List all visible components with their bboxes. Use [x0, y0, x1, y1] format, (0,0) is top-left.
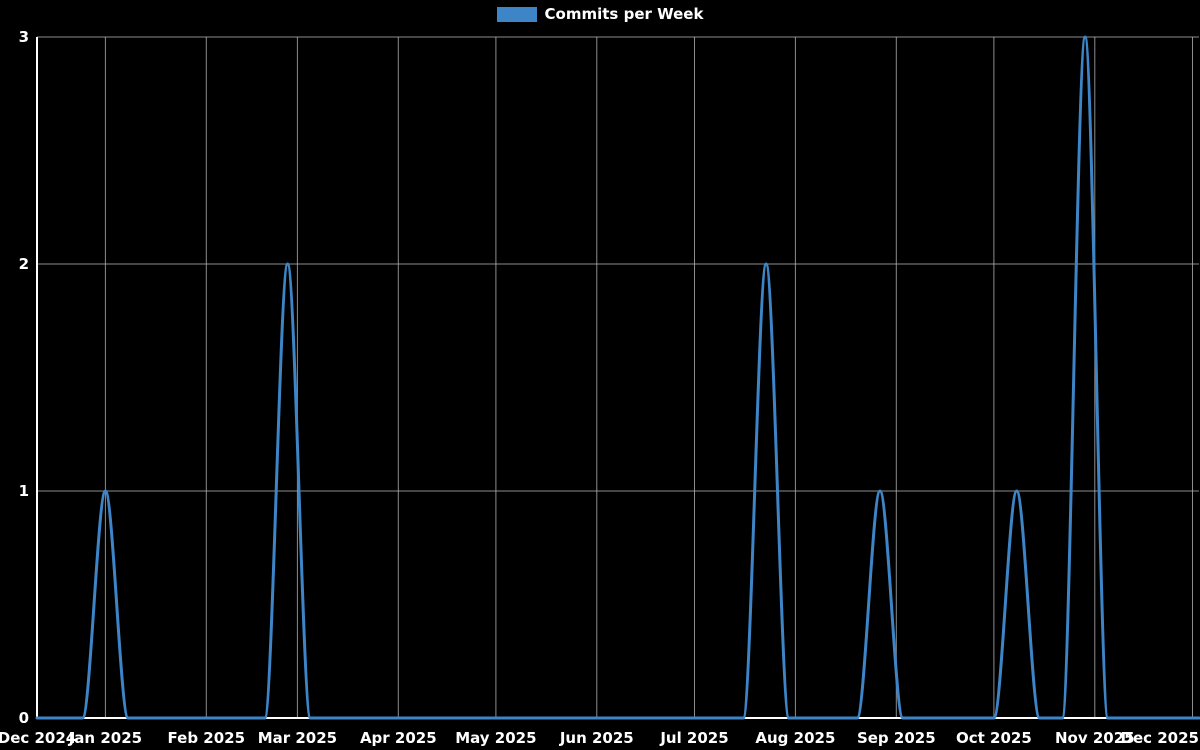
- y-tick-label: 3: [19, 28, 29, 46]
- legend-swatch-commits: [496, 7, 537, 22]
- y-tick-label: 2: [19, 255, 29, 273]
- x-tick-label: Aug 2025: [755, 729, 835, 747]
- chart-legend: Commits per Week: [0, 7, 1200, 22]
- x-tick-label: Sep 2025: [857, 729, 936, 747]
- x-tick-label: Nov 2025: [1055, 729, 1135, 747]
- y-tick-label: 1: [19, 482, 29, 500]
- x-tick-label: Oct 2025: [956, 729, 1032, 747]
- x-tick-label: Jul 2025: [659, 729, 728, 747]
- x-tick-label: Dec 2025: [1121, 729, 1200, 747]
- y-tick-label: 0: [19, 709, 29, 727]
- x-tick-label: Apr 2025: [360, 729, 437, 747]
- x-tick-label: Jan 2025: [68, 729, 142, 747]
- x-tick-label: Dec 2024: [0, 729, 76, 747]
- x-tick-label: Feb 2025: [168, 729, 246, 747]
- x-tick-label: Mar 2025: [258, 729, 337, 747]
- x-tick-label: Jun 2025: [559, 729, 634, 747]
- x-tick-label: May 2025: [455, 729, 536, 747]
- legend-label-commits-per-week: Commits per Week: [544, 5, 704, 23]
- commits-line-series: [35, 35, 1200, 720]
